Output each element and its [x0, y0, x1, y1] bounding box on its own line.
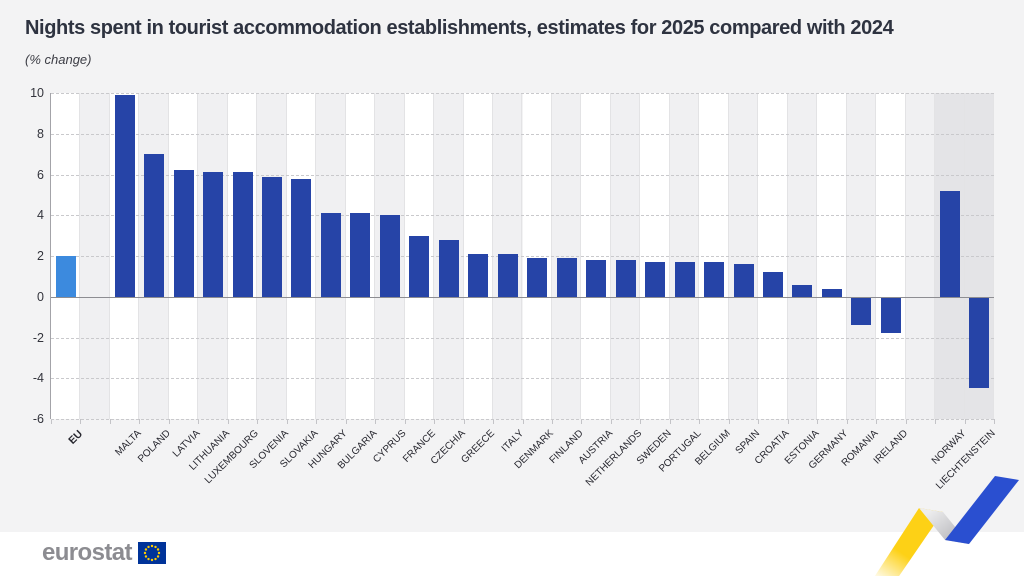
y-tick-label: 10 — [30, 86, 44, 100]
y-tick-label: 4 — [37, 208, 44, 223]
x-axis-tick — [669, 419, 671, 424]
bar-greece — [468, 253, 489, 297]
y-tick-label: 8 — [37, 126, 44, 141]
eu-flag-icon — [137, 542, 166, 564]
bar-luxembourg — [232, 172, 253, 297]
bar-netherlands — [615, 260, 636, 297]
gridline — [51, 133, 994, 135]
x-label-eu: EU — [66, 428, 86, 447]
x-axis-tick — [551, 419, 553, 424]
gridline — [51, 419, 994, 420]
bar-malta — [114, 95, 135, 297]
x-axis-tick — [817, 419, 819, 424]
x-axis-tick — [728, 419, 730, 424]
x-axis-tick — [610, 419, 612, 424]
bar-norway — [939, 190, 960, 297]
bar-romania — [851, 296, 872, 326]
bar-austria — [586, 260, 607, 297]
chart-title: Nights spent in tourist accommodation es… — [25, 17, 894, 39]
x-axis-tick — [257, 419, 259, 424]
x-axis-tick — [935, 419, 937, 424]
gridline — [51, 337, 994, 339]
bar-slovakia — [291, 178, 312, 297]
chart-subtitle: (% change) — [25, 52, 92, 67]
x-axis-tick — [80, 419, 82, 424]
bar-sweden — [645, 262, 666, 297]
bar-hungary — [320, 213, 341, 297]
eurostat-logo-text: eurostat — [42, 539, 132, 566]
bar-finland — [556, 258, 577, 297]
gridline — [51, 378, 994, 380]
x-axis-tick — [846, 419, 848, 424]
x-axis-tick — [345, 419, 347, 424]
x-axis-tick — [493, 419, 495, 424]
y-tick-label: -4 — [32, 371, 44, 386]
x-axis-tick — [876, 419, 878, 424]
x-axis-tick — [522, 419, 524, 424]
bar-czechia — [438, 239, 459, 297]
bar-bulgaria — [350, 213, 371, 297]
x-axis-tick — [404, 419, 406, 424]
gridline — [51, 256, 994, 257]
plot-area: 10 8 6 4 2 0 -2 -4 -6 EU MALTA POLAND LATVIA LITHUAN… — [30, 86, 998, 492]
x-axis-tick — [581, 419, 583, 424]
gridline — [51, 93, 994, 94]
x-axis-tick — [227, 419, 229, 424]
bar-croatia — [762, 272, 783, 297]
bar-latvia — [173, 170, 194, 297]
bar-eu — [55, 256, 76, 297]
x-axis-tick — [198, 419, 200, 424]
bar-france — [409, 235, 430, 297]
bar-slovenia — [262, 176, 283, 297]
y-tick-label: -6 — [32, 412, 44, 426]
x-axis-tick — [375, 419, 377, 424]
bar-germany — [821, 288, 842, 297]
x-axis-tick — [994, 419, 995, 424]
gridline — [51, 215, 994, 217]
blue-yellow-ribbon-icon — [874, 476, 1019, 576]
x-axis-tick — [964, 419, 966, 424]
bar-italy — [497, 253, 518, 297]
y-tick-label: -2 — [32, 330, 44, 345]
bar-cyprus — [379, 215, 400, 297]
gridline — [51, 174, 994, 176]
x-axis-tick — [139, 419, 141, 424]
x-axis-tick — [463, 419, 465, 424]
x-axis-tick — [699, 419, 701, 424]
x-axis-tick — [316, 419, 318, 424]
x-axis-tick — [286, 419, 288, 424]
bar-liechtenstein — [969, 296, 990, 389]
bar-estonia — [792, 284, 813, 297]
x-axis-tick — [168, 419, 170, 424]
zero-line — [51, 296, 994, 298]
x-axis-tick — [640, 419, 642, 424]
y-tick-label: 2 — [37, 249, 44, 263]
x-axis-tick — [109, 419, 111, 424]
bar-ireland — [880, 296, 901, 334]
bar-poland — [144, 154, 165, 297]
eurostat-logo: eurostat — [42, 539, 166, 567]
footer-bar: eurostat — [0, 532, 1024, 576]
x-axis-tick — [758, 419, 760, 424]
x-axis-tick — [51, 419, 52, 424]
x-axis-tick — [905, 419, 907, 424]
x-label-italy: ITALY — [500, 428, 527, 455]
bar-lithuania — [203, 172, 224, 297]
x-axis-tick — [434, 419, 436, 424]
bar-belgium — [704, 262, 725, 297]
bar-portugal — [674, 262, 695, 297]
x-axis-tick — [787, 419, 789, 424]
y-tick-label: 6 — [37, 167, 44, 182]
y-tick-label: 0 — [37, 289, 44, 304]
bar-denmark — [527, 258, 548, 297]
bar-spain — [733, 264, 754, 297]
